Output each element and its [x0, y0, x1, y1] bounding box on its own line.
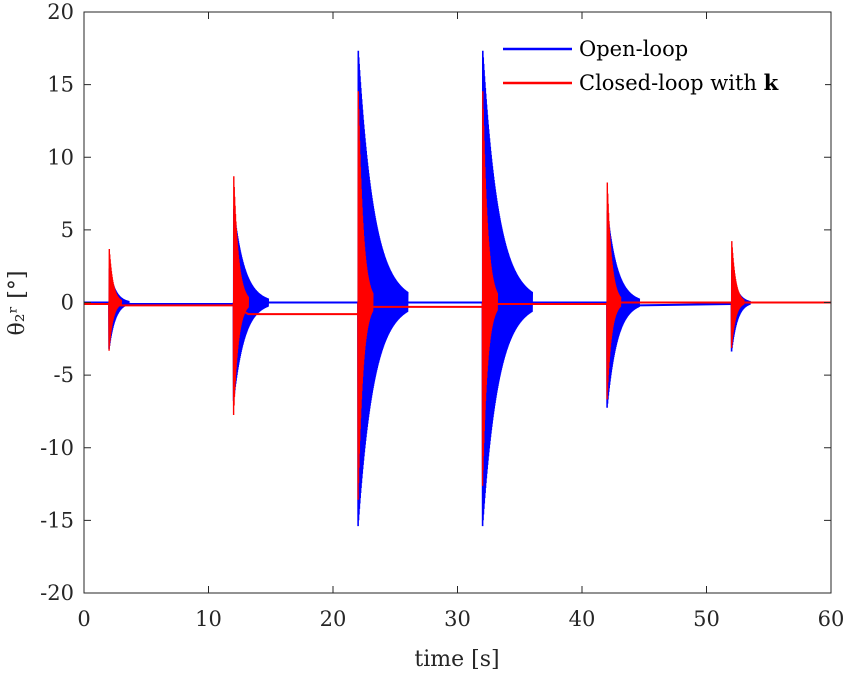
legend-label-closed-loop: Closed-loop with k	[579, 70, 779, 95]
y-tick-label: 20	[47, 0, 74, 24]
label-layer: time [s] θ₂ʳ [°]	[5, 271, 500, 672]
legend-label-closed-loop-text: Closed-loop with	[579, 71, 764, 95]
oscillation-burst	[108, 248, 123, 351]
oscillation-burst	[357, 91, 374, 500]
legend-label-closed-loop-bold: k	[764, 70, 779, 95]
y-tick-label: 0	[61, 291, 74, 315]
oscillation-burst	[606, 182, 622, 400]
series-open-loop	[84, 50, 831, 527]
y-tick-label: -10	[40, 436, 74, 460]
oscillation-burst	[232, 176, 250, 416]
y-tick-label: 10	[47, 145, 74, 169]
tick-layer: 0 10 20 30 40 50 60 -20 -15 -10 -5 0 5 10 15 20	[40, 0, 844, 631]
y-tick-label: -15	[40, 508, 74, 532]
x-tick-label: 60	[818, 607, 844, 631]
series-layer	[84, 50, 831, 527]
oscillation-burst	[232, 208, 270, 401]
y-axis-label: θ₂ʳ [°]	[5, 271, 30, 336]
oscillation-burst	[730, 270, 751, 352]
y-tick-label: 15	[47, 73, 74, 97]
x-tick-label: 20	[320, 607, 347, 631]
x-tick-label: 40	[569, 607, 596, 631]
oscillation-burst	[481, 91, 499, 486]
x-axis-label: time [s]	[414, 647, 499, 672]
legend-box	[490, 30, 825, 104]
x-tick-label: 10	[195, 607, 222, 631]
oscillation-burst	[357, 50, 409, 527]
y-tick-label: -20	[40, 581, 74, 605]
x-tick-label: 50	[693, 607, 720, 631]
x-tick-label: 30	[444, 607, 471, 631]
series-closed-loop	[84, 91, 831, 500]
legend: Open-loop Closed-loop with k	[490, 30, 825, 104]
oscillation-burst	[606, 210, 641, 408]
oscillation-burst	[481, 50, 533, 527]
x-tick-label: 0	[77, 607, 90, 631]
y-tick-label: 5	[61, 218, 74, 242]
oscillation-burst	[730, 241, 745, 348]
legend-label-open-loop: Open-loop	[579, 37, 688, 61]
series-baseline	[84, 301, 831, 307]
y-tick-label: -5	[54, 363, 74, 387]
